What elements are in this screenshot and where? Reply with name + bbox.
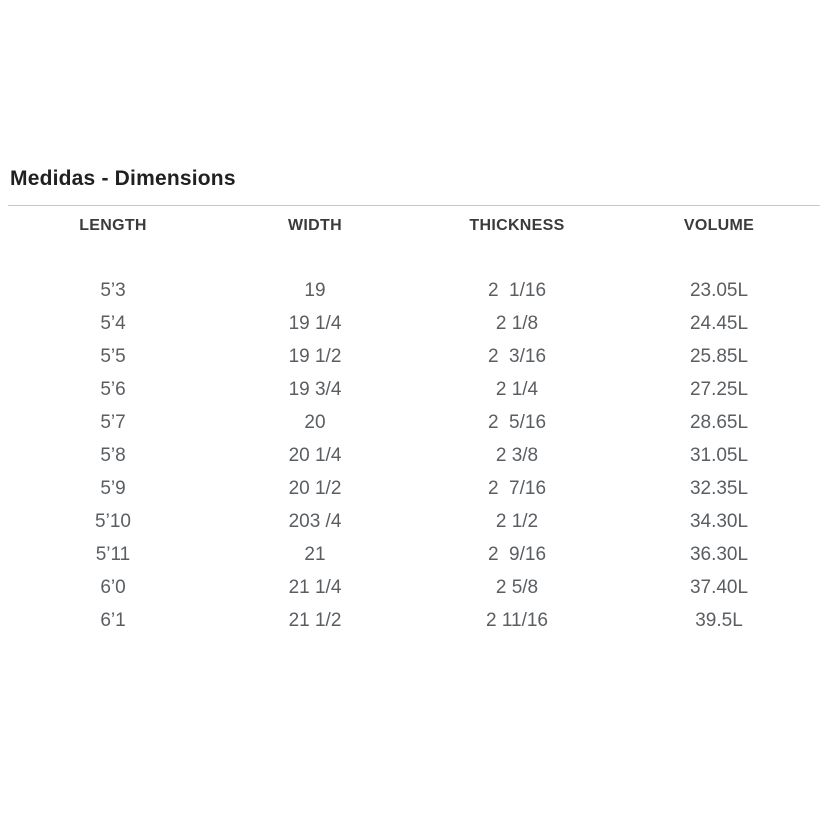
table-cell: 39.5L	[695, 609, 743, 631]
table-cell: 5’11	[95, 543, 131, 565]
table-cell: 6’1	[100, 609, 126, 631]
spacer-row	[12, 246, 820, 274]
table-cell: 203 /4	[288, 510, 342, 532]
dimensions-table: LENGTH WIDTH THICKNESS VOLUME 5’3 19 2 1/1…	[12, 206, 820, 637]
title-divider	[8, 205, 820, 206]
column-header-volume: VOLUME	[683, 217, 755, 234]
table-cell: 2 7/16	[487, 477, 547, 499]
table-row: 5’7 20 2 5/16 28.65L	[12, 406, 820, 439]
table-row: 5’3 19 2 1/16 23.05L	[12, 274, 820, 307]
table-cell: 20 1/4	[288, 444, 342, 466]
table-cell: 25.85L	[689, 345, 749, 367]
table-cell: 5’3	[100, 279, 126, 301]
table-cell: 21 1/4	[288, 576, 342, 598]
table-row: 5’6 19 3/4 2 1/4 27.25L	[12, 373, 820, 406]
dimensions-page: Medidas - Dimensions LENGTH WIDTH THICKN…	[8, 167, 820, 637]
table-cell: 19	[304, 279, 326, 301]
table-cell: 2 1/2	[495, 510, 539, 532]
table-cell: 36.30L	[689, 543, 749, 565]
table-cell: 5’4	[100, 312, 126, 334]
table-cell: 2 5/8	[495, 576, 539, 598]
table-row: 5’4 19 1/4 2 1/8 24.45L	[12, 307, 820, 340]
table-row: 5’11 21 2 9/16 36.30L	[12, 538, 820, 571]
table-cell: 2 5/16	[487, 411, 547, 433]
table-cell: 21	[304, 543, 326, 565]
table-row: 5’8 20 1/4 2 3/8 31.05L	[12, 439, 820, 472]
table-cell: 37.40L	[689, 576, 749, 598]
table-cell: 5’5	[100, 345, 126, 367]
table-cell: 20	[304, 411, 326, 433]
header-row: LENGTH WIDTH THICKNESS VOLUME	[12, 206, 820, 246]
table-cell: 19 1/2	[288, 345, 342, 367]
table-cell: 6’0	[100, 576, 126, 598]
table-cell: 19 3/4	[288, 378, 342, 400]
table-cell: 23.05L	[689, 279, 749, 301]
table-cell: 2 1/8	[495, 312, 539, 334]
table-row: 5’9 20 1/2 2 7/16 32.35L	[12, 472, 820, 505]
table-cell: 5’10	[95, 510, 131, 532]
table-row: 6’0 21 1/4 2 5/8 37.40L	[12, 571, 820, 604]
table-cell: 32.35L	[689, 477, 749, 499]
table-cell: 2 3/8	[495, 444, 539, 466]
table-cell: 31.05L	[689, 444, 749, 466]
table-cell: 34.30L	[689, 510, 749, 532]
table-cell: 21 1/2	[288, 609, 342, 631]
table-cell: 24.45L	[689, 312, 749, 334]
column-header-width: WIDTH	[288, 217, 342, 234]
table-cell: 5’9	[100, 477, 126, 499]
table-cell: 5’8	[100, 444, 126, 466]
table-row: 5’10 203 /4 2 1/2 34.30L	[12, 505, 820, 538]
table-row: 6’1 21 1/2 2 11/16 39.5L	[12, 604, 820, 637]
table-cell: 2 11/16	[486, 609, 548, 631]
table-cell: 2 1/4	[495, 378, 539, 400]
column-header-thickness: THICKNESS	[469, 217, 565, 234]
column-header-length: LENGTH	[79, 217, 147, 234]
table-cell: 20 1/2	[288, 477, 342, 499]
table-body: 5’3 19 2 1/16 23.05L 5’4 19 1/4 2 1/8 24.45L 5’5…	[12, 246, 820, 637]
page-title: Medidas - Dimensions	[10, 167, 236, 190]
table-cell: 5’6	[100, 378, 126, 400]
table-cell: 2 3/16	[487, 345, 547, 367]
table-cell: 5’7	[100, 411, 126, 433]
table-cell: 28.65L	[689, 411, 749, 433]
table-row: 5’5 19 1/2 2 3/16 25.85L	[12, 340, 820, 373]
table-cell: 2 1/16	[487, 279, 547, 301]
table-cell: 2 9/16	[487, 543, 547, 565]
table-cell: 27.25L	[689, 378, 749, 400]
table-cell: 19 1/4	[288, 312, 342, 334]
table-header: LENGTH WIDTH THICKNESS VOLUME	[12, 206, 820, 246]
